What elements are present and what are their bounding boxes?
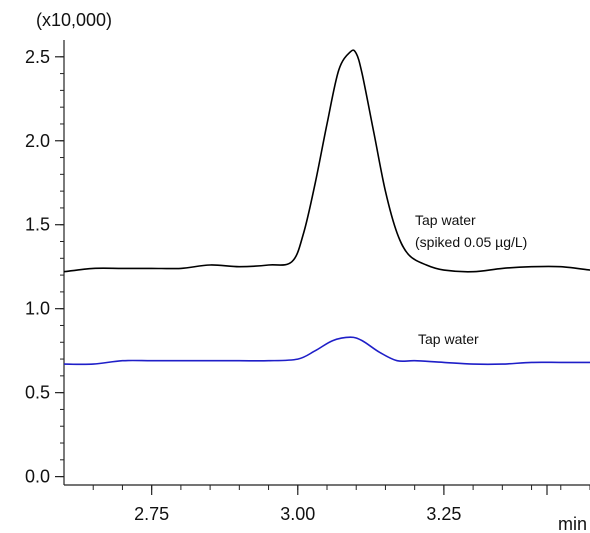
y-tick-label: 2.0 bbox=[25, 131, 50, 151]
y-tick-label: 0.0 bbox=[25, 467, 50, 487]
y-tick-label: 2.5 bbox=[25, 47, 50, 67]
y-tick-label: 1.5 bbox=[25, 215, 50, 235]
y-multiplier-label: (x10,000) bbox=[36, 10, 112, 30]
series-line-spiked-tap-water bbox=[63, 49, 590, 273]
x-tick-label: 3.00 bbox=[280, 504, 315, 524]
y-tick-label: 0.5 bbox=[25, 383, 50, 403]
annotations: Tap water (spiked 0.05 µg/L) Tap water bbox=[415, 212, 527, 347]
x-tick-label: 3.25 bbox=[426, 504, 461, 524]
x-axis-ticks: 2.75 3.00 3.25 bbox=[92, 485, 590, 524]
x-axis-unit-label: min bbox=[558, 514, 587, 533]
y-axis-ticks: 0.0 0.5 1.0 1.5 2.0 2.5 bbox=[25, 47, 64, 487]
series-annotation: (spiked 0.05 µg/L) bbox=[415, 234, 527, 250]
y-tick-label: 1.0 bbox=[25, 299, 50, 319]
series-annotation: Tap water bbox=[415, 212, 476, 228]
series-annotation: Tap water bbox=[418, 331, 479, 347]
series-layer bbox=[63, 49, 590, 366]
series-line-tap-water bbox=[63, 336, 590, 366]
x-tick-label: 2.75 bbox=[134, 504, 169, 524]
